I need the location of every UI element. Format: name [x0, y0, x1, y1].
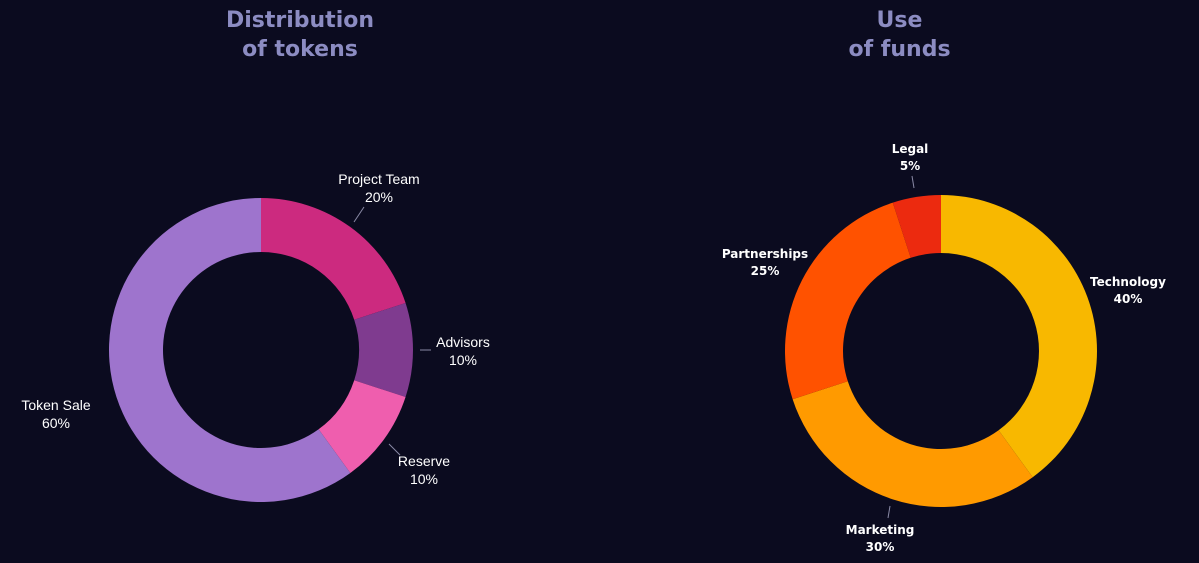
slice-value-reserve: 10%	[410, 471, 438, 487]
slice-technology	[941, 195, 1097, 478]
slice-label-project-team: Project Team	[338, 171, 419, 187]
leader-line-marketing	[887, 505, 891, 519]
slice-reserve	[318, 380, 406, 473]
slice-label-legal: Legal	[892, 142, 929, 156]
slice-value-project-team: 20%	[365, 189, 393, 205]
title-line-2: of funds	[848, 37, 951, 62]
slice-label-partnerships: Partnerships	[722, 247, 808, 261]
token-distribution-panel: Distribution of tokens Project Team 20% Ad…	[0, 6, 600, 502]
slice-partnerships	[785, 202, 911, 400]
slice-value-token-sale: 60%	[42, 415, 70, 431]
leader-line-legal	[911, 175, 915, 189]
title-line-1: Use	[876, 8, 923, 33]
slice-label-technology: Technology	[1090, 275, 1166, 289]
slice-project-team	[261, 198, 406, 320]
token-distribution-donut: Project Team 20% Advisors 10% Reserve 10% Toke…	[21, 171, 490, 502]
slice-marketing	[792, 381, 1033, 508]
token-distribution-title: Distribution of tokens	[0, 6, 600, 64]
slice-label-reserve: Reserve	[398, 453, 450, 469]
leader-line-reserve	[388, 443, 401, 456]
slice-token-sale	[108, 198, 351, 502]
slice-label-token-sale: Token Sale	[21, 397, 90, 413]
use-of-funds-donut: Technology 40% Marketing 30% Partnerships 25%…	[722, 142, 1166, 554]
title-line-2: of tokens	[242, 37, 358, 62]
slice-value-partnerships: 25%	[751, 264, 780, 278]
slice-label-advisors: Advisors	[436, 334, 490, 350]
slice-legal	[892, 195, 941, 258]
slice-value-technology: 40%	[1114, 292, 1143, 306]
use-of-funds-panel: Use of funds Technology 40% Marketing 30% Pa…	[600, 0, 1199, 563]
slice-value-legal: 5%	[900, 159, 920, 173]
slice-label-marketing: Marketing	[846, 523, 915, 537]
use-of-funds-title: Use of funds	[600, 6, 1199, 64]
slice-value-advisors: 10%	[449, 352, 477, 368]
title-line-1: Distribution	[225, 8, 375, 33]
leader-line-project-team	[353, 206, 365, 223]
slice-value-marketing: 30%	[866, 540, 895, 554]
slice-advisors	[354, 303, 413, 397]
